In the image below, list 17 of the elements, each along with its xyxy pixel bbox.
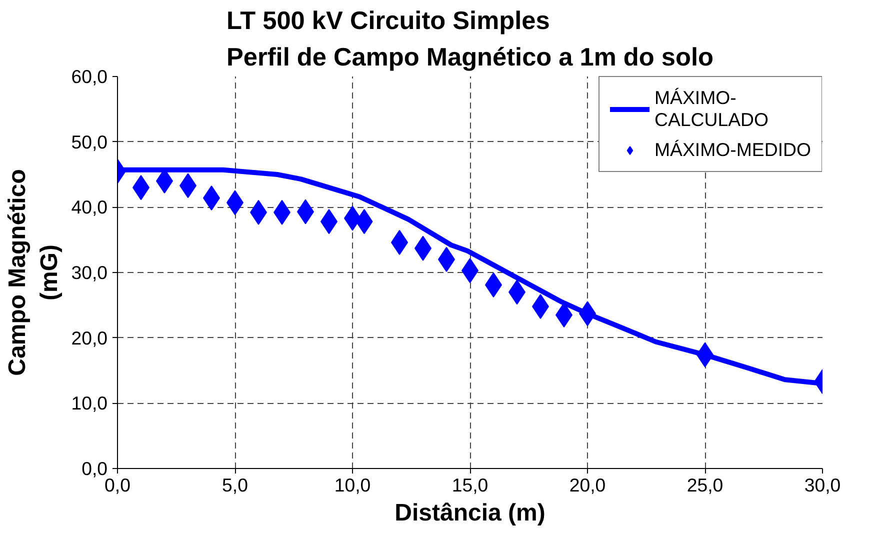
y-tick-label: 40,0 bbox=[71, 196, 108, 218]
y-axis-title: Campo Magnético (mG) bbox=[4, 169, 64, 376]
legend-label: MÁXIMO-CALCULADO bbox=[654, 87, 769, 131]
y-tick-label: 50,0 bbox=[71, 131, 108, 152]
x-tick-label: 30,0 bbox=[804, 474, 841, 496]
x-tick-label: 25,0 bbox=[686, 474, 724, 496]
x-tick-label: 5,0 bbox=[222, 474, 248, 496]
y-tick-label: 10,0 bbox=[71, 392, 108, 414]
chart-title: LT 500 kV Circuito Simples Perfil de Campo Magnético a 1m do solo bbox=[226, 7, 714, 72]
legend-label: MÁXIMO-MEDIDO bbox=[654, 139, 811, 161]
y-tick-label: 60,0 bbox=[71, 66, 108, 87]
x-tick-label: 15,0 bbox=[452, 474, 488, 496]
y-tick-label: 30,0 bbox=[71, 262, 108, 283]
y-tick-label: 20,0 bbox=[71, 327, 108, 348]
x-tick-label: 20,0 bbox=[569, 474, 606, 496]
x-tick-label: 10,0 bbox=[334, 474, 371, 496]
x-axis-title: Distância (m) bbox=[394, 500, 546, 526]
